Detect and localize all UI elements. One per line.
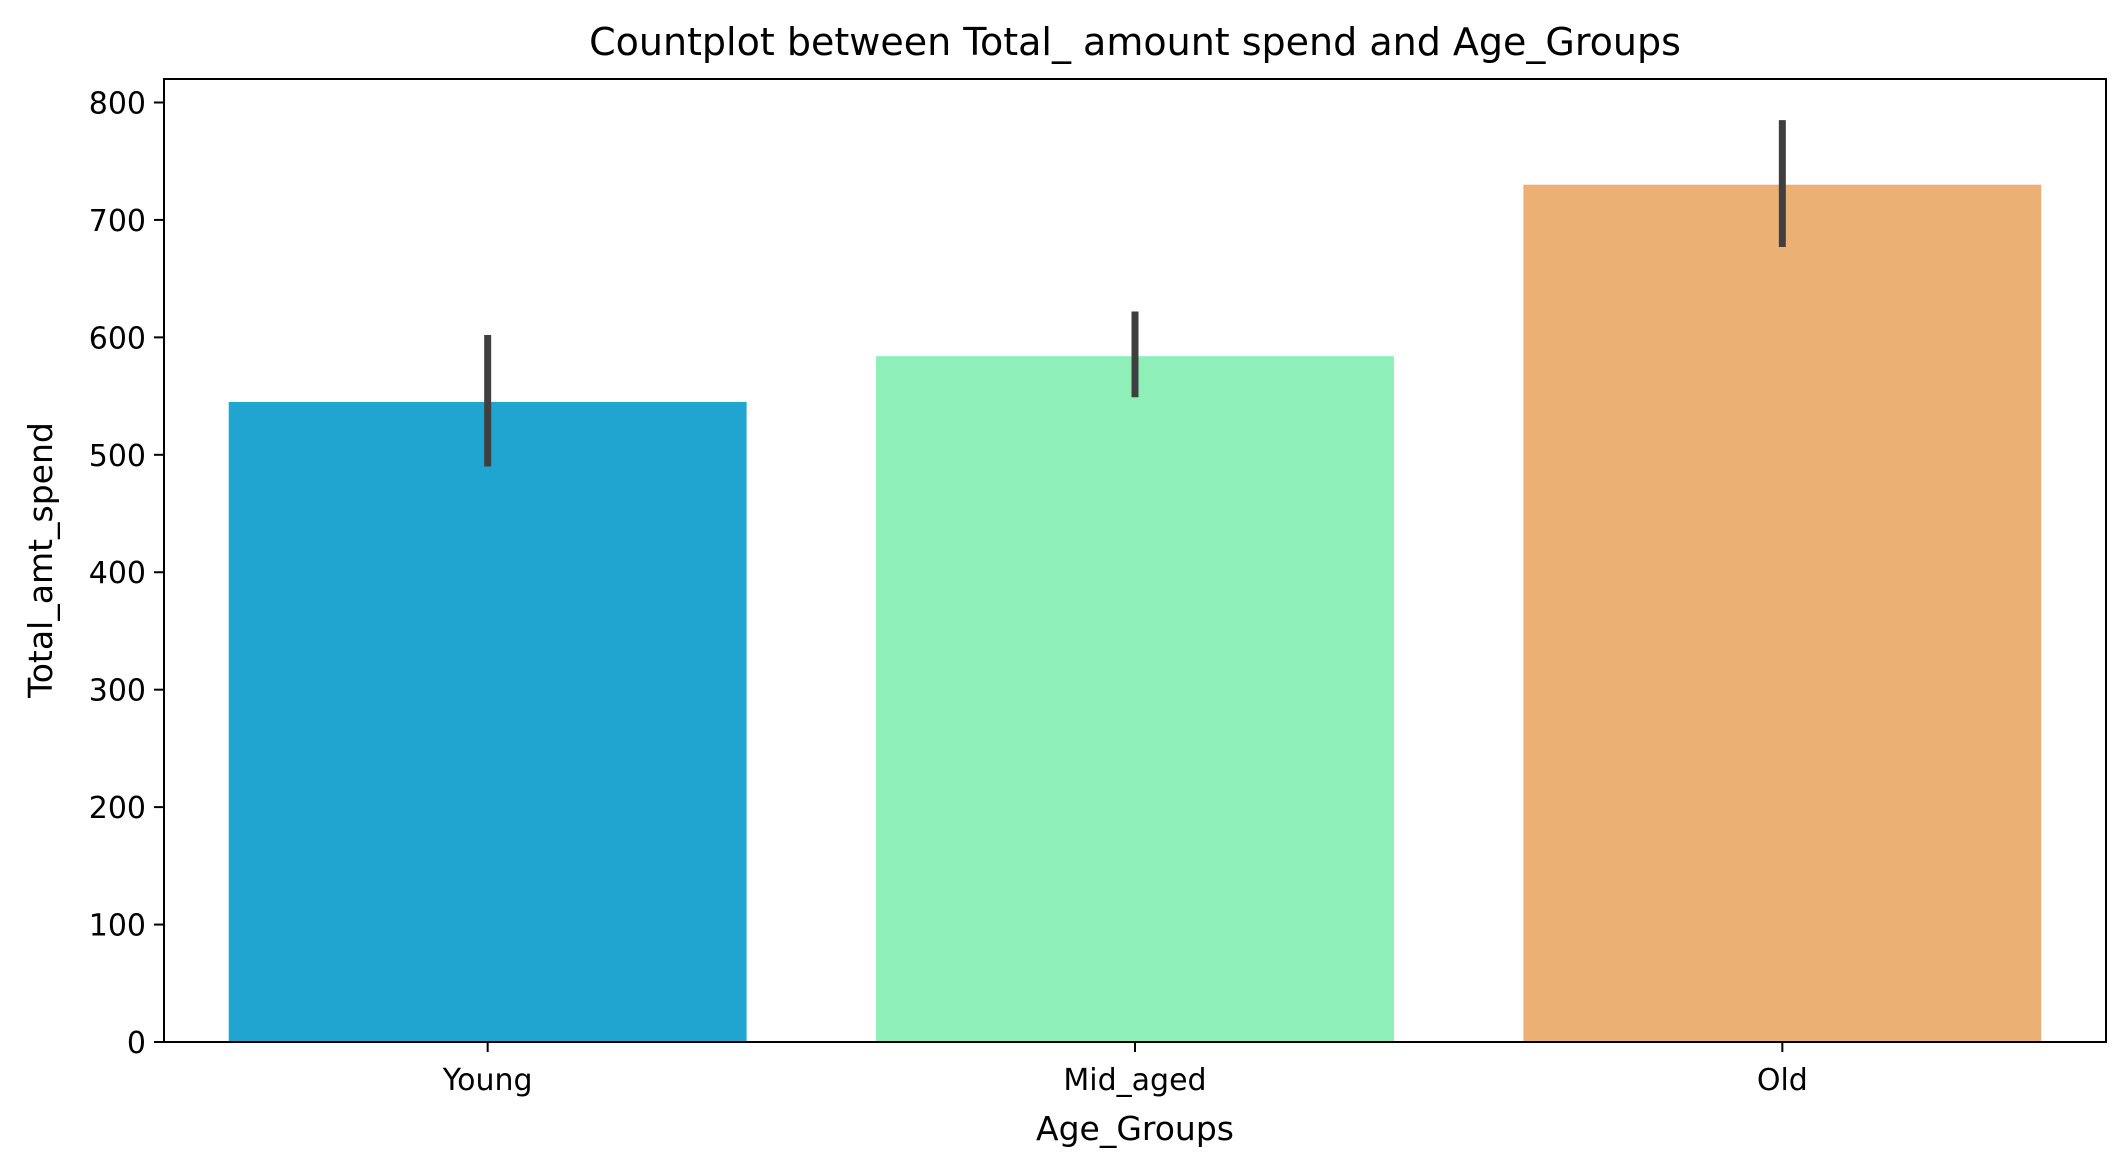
- bars-group: [228, 184, 2042, 1043]
- error-bars-group: [484, 120, 1786, 467]
- y-tick-label: 100: [89, 909, 146, 944]
- y-tick-label: 0: [127, 1026, 146, 1061]
- y-axis: 0 100 200 300 400 500 600 700 800: [89, 86, 164, 1061]
- y-tick-label: 600: [89, 321, 146, 356]
- y-tick-label: 200: [89, 791, 146, 826]
- y-tick-label: 500: [89, 439, 146, 474]
- x-axis: Young Mid_aged Old: [442, 1042, 1808, 1098]
- x-tick-label: Old: [1757, 1063, 1808, 1098]
- bar-old: [1523, 184, 2042, 1042]
- x-tick-label: Young: [442, 1063, 533, 1098]
- y-tick-label: 700: [89, 204, 146, 239]
- x-axis-label: Age_Groups: [1036, 1109, 1234, 1148]
- y-axis-label: Total_amt_spend: [21, 422, 60, 699]
- y-tick-label: 800: [89, 86, 146, 121]
- x-tick-label: Mid_aged: [1063, 1063, 1206, 1098]
- chart-title: Countplot between Total_ amount spend an…: [589, 20, 1681, 64]
- y-tick-label: 300: [89, 674, 146, 709]
- bar-young: [228, 401, 747, 1043]
- y-tick-label: 400: [89, 556, 146, 591]
- bar-mid-aged: [876, 356, 1394, 1042]
